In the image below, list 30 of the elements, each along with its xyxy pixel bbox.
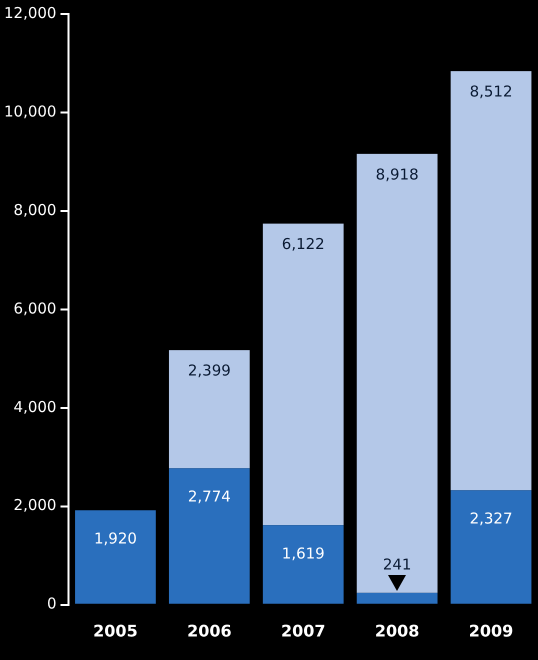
data-label: 1,920: [94, 530, 137, 548]
data-label: 8,918: [376, 165, 419, 184]
bar: [450, 71, 532, 490]
x-tick-label: 2009: [468, 622, 514, 641]
y-tick-label: 0: [46, 594, 56, 613]
bar: [168, 350, 250, 468]
x-tick-label: 2006: [187, 622, 232, 641]
bar: [262, 224, 344, 526]
bar: [168, 468, 250, 604]
y-tick-label: 10,000: [4, 102, 56, 120]
y-tick-label: 2,000: [14, 496, 56, 514]
x-tick-label: 2005: [93, 622, 138, 641]
x-tick-label: 2007: [280, 622, 326, 641]
data-label: 241: [382, 555, 412, 574]
data-label: 2,399: [188, 362, 231, 380]
bar: [356, 154, 438, 593]
data-label: 2,774: [188, 488, 231, 506]
bar: [356, 592, 438, 604]
bar: [262, 525, 344, 604]
y-tick-label: 8,000: [14, 200, 56, 219]
x-tick-label: 2008: [374, 622, 420, 641]
bar: [450, 490, 532, 604]
y-tick-label: 6,000: [14, 299, 56, 318]
bar: [75, 510, 156, 604]
y-tick-label: 12,000: [4, 4, 56, 22]
data-label: 8,512: [470, 82, 513, 101]
data-label: 6,122: [282, 235, 325, 254]
y-tick-label: 4,000: [14, 398, 56, 416]
data-label: 2,327: [470, 510, 513, 528]
data-label: 1,619: [282, 544, 325, 562]
